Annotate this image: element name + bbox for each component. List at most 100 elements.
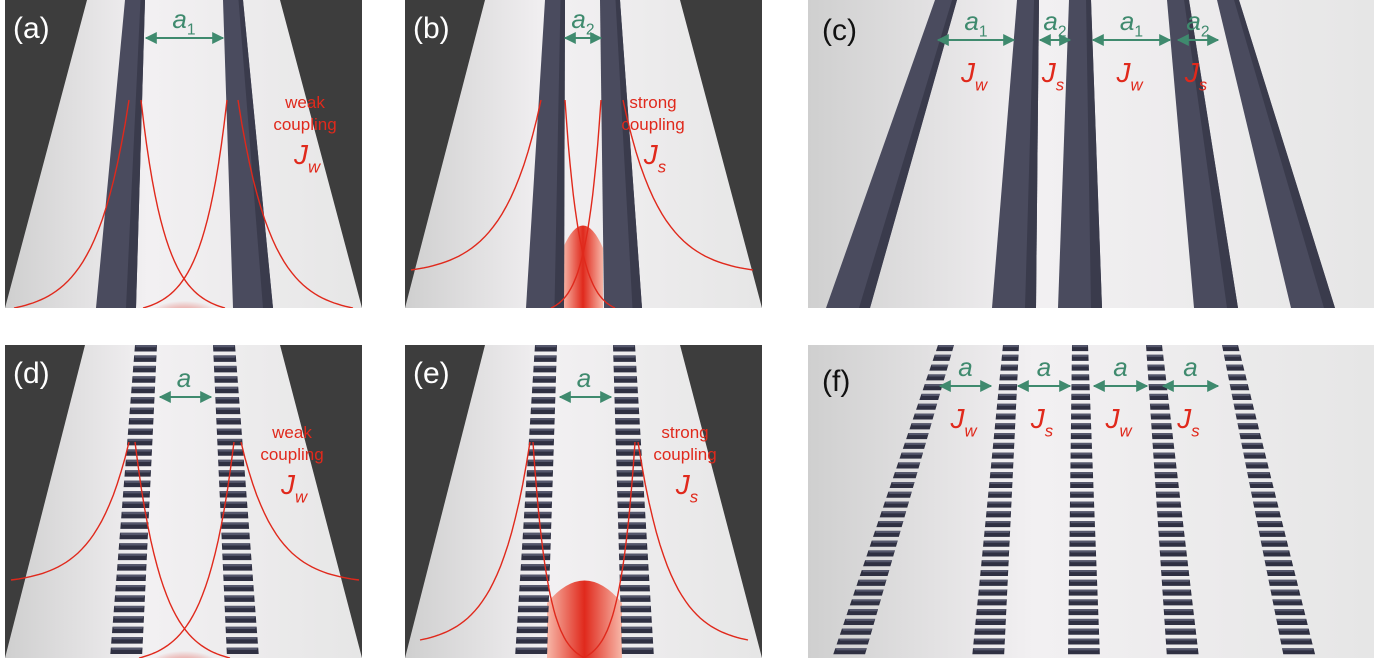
- waveguide-segment-top: [115, 595, 145, 598]
- waveguide-segment-top: [980, 569, 1009, 573]
- coupling-subscript: w: [308, 157, 322, 176]
- waveguide-segment-top: [1165, 638, 1197, 641]
- waveguide-segment-top: [1068, 648, 1100, 651]
- waveguide-segment-top: [135, 345, 157, 348]
- waveguide-segment-top: [519, 584, 550, 588]
- waveguide-segment-top: [858, 579, 887, 582]
- waveguide-segment-top: [121, 511, 149, 515]
- waveguide-segment-top: [1069, 540, 1096, 543]
- waveguide-side: [1184, 0, 1238, 308]
- waveguide-segment-top: [117, 564, 147, 567]
- waveguide-side: [859, 0, 957, 308]
- waveguide-segment-top: [841, 628, 873, 631]
- waveguide-segment-top: [1068, 628, 1099, 631]
- substrate: [5, 345, 362, 658]
- waveguide-segment-top: [516, 637, 548, 640]
- waveguide-segment-top: [528, 449, 554, 452]
- waveguide-segment-top: [1069, 530, 1096, 533]
- waveguide-segment-top: [984, 530, 1011, 533]
- waveguide-segment-top: [1070, 452, 1093, 455]
- waveguide-segment-top: [891, 481, 915, 485]
- waveguide-segment-top: [1152, 442, 1174, 445]
- waveguide-segment-top: [531, 407, 555, 410]
- waveguide: [826, 0, 957, 308]
- waveguide-segment-top: [898, 462, 921, 465]
- waveguide-segment-top: [613, 376, 637, 379]
- waveguide-segment-top: [123, 491, 150, 494]
- waveguide-segment-top: [1245, 462, 1268, 465]
- panel-label: (c): [822, 14, 857, 47]
- waveguide-segment-top: [1147, 364, 1165, 367]
- waveguide-segment-top: [1272, 599, 1302, 602]
- waveguide-segment-top: [988, 491, 1012, 494]
- waveguide-segment-top: [1070, 491, 1094, 494]
- waveguide-segment-top: [222, 553, 251, 556]
- waveguide-segment-top: [213, 355, 236, 358]
- waveguide-segment-top: [1222, 345, 1238, 348]
- waveguide-segment-top: [975, 618, 1006, 621]
- waveguide-segment-top: [226, 637, 258, 640]
- coupling-word: strong: [661, 423, 708, 442]
- gap-label: a: [577, 363, 591, 393]
- waveguide-segment-top: [914, 413, 935, 416]
- waveguide-segment-top: [1159, 540, 1186, 543]
- waveguide-segment-top: [924, 384, 943, 387]
- waveguide-segment-top: [128, 428, 153, 431]
- panel-c: a1 Jw a2 Js a1 Jw a2 Js (c): [808, 0, 1374, 308]
- field-curve: [140, 99, 226, 308]
- panel-f: a Jw a Js a Jw a Js (f): [808, 345, 1374, 658]
- coupling-subscript: s: [1056, 75, 1065, 94]
- waveguide-segment-top: [1162, 589, 1191, 592]
- waveguide-segment-top: [220, 511, 248, 515]
- waveguide-segment-top: [111, 637, 143, 640]
- waveguide-side: [1234, 0, 1335, 308]
- waveguide-segment-top: [1149, 403, 1169, 406]
- waveguide-segment-top: [1280, 638, 1312, 641]
- waveguide-segment-top: [868, 550, 895, 553]
- waveguide-segment-top: [1276, 618, 1307, 621]
- waveguide-segment-top: [615, 428, 641, 431]
- waveguide-segment-top: [213, 345, 235, 348]
- waveguide-segment-top: [1253, 501, 1277, 504]
- waveguide-segment-top: [525, 501, 552, 504]
- panel-label: (a): [13, 12, 50, 45]
- waveguide-segment-top: [218, 470, 245, 473]
- waveguide-segment-top: [214, 376, 238, 379]
- waveguide-segment-top: [1258, 530, 1285, 533]
- waveguide-segment-top: [618, 522, 646, 525]
- waveguide-segment-top: [1165, 628, 1196, 631]
- waveguide-segment-top: [855, 589, 884, 592]
- waveguide-segment-top: [1233, 403, 1253, 406]
- waveguide-segment-top: [525, 491, 553, 494]
- waveguide-side: [615, 0, 642, 308]
- waveguide-segment-top: [1071, 393, 1090, 397]
- waveguide-segment-top: [120, 522, 149, 525]
- substrate: [405, 0, 762, 308]
- waveguide-segment-top: [1069, 511, 1095, 514]
- waveguide-segment-top: [996, 413, 1016, 416]
- waveguide-segment-top: [620, 605, 651, 609]
- waveguide-segment-top: [1070, 462, 1093, 465]
- waveguide-segment-top: [215, 407, 240, 410]
- waveguide-segment-top: [521, 553, 551, 556]
- coupling-subscript: s: [1199, 75, 1208, 94]
- waveguide-segment-top: [1151, 423, 1172, 426]
- waveguide-segment-top: [517, 616, 549, 619]
- waveguide-segment-top: [215, 397, 239, 400]
- waveguide-segment-top: [1158, 530, 1184, 533]
- waveguide-segment-top: [911, 423, 932, 426]
- waveguide-segment-top: [1146, 345, 1162, 348]
- gap-label: a: [177, 363, 191, 393]
- waveguide-segment-top: [1155, 481, 1179, 485]
- waveguide-segment-top: [226, 647, 259, 650]
- waveguide-segment-top: [1069, 550, 1096, 553]
- waveguide-segment-top: [613, 365, 637, 369]
- waveguide-segment-top: [526, 480, 553, 483]
- waveguide-segment-top: [1070, 442, 1092, 445]
- waveguide-segment-top: [614, 397, 639, 400]
- waveguide-segment-top: [120, 532, 148, 536]
- waveguide-segment-top: [1150, 413, 1171, 416]
- waveguide-segment-top: [529, 438, 554, 442]
- waveguide-segment-top: [973, 638, 1005, 641]
